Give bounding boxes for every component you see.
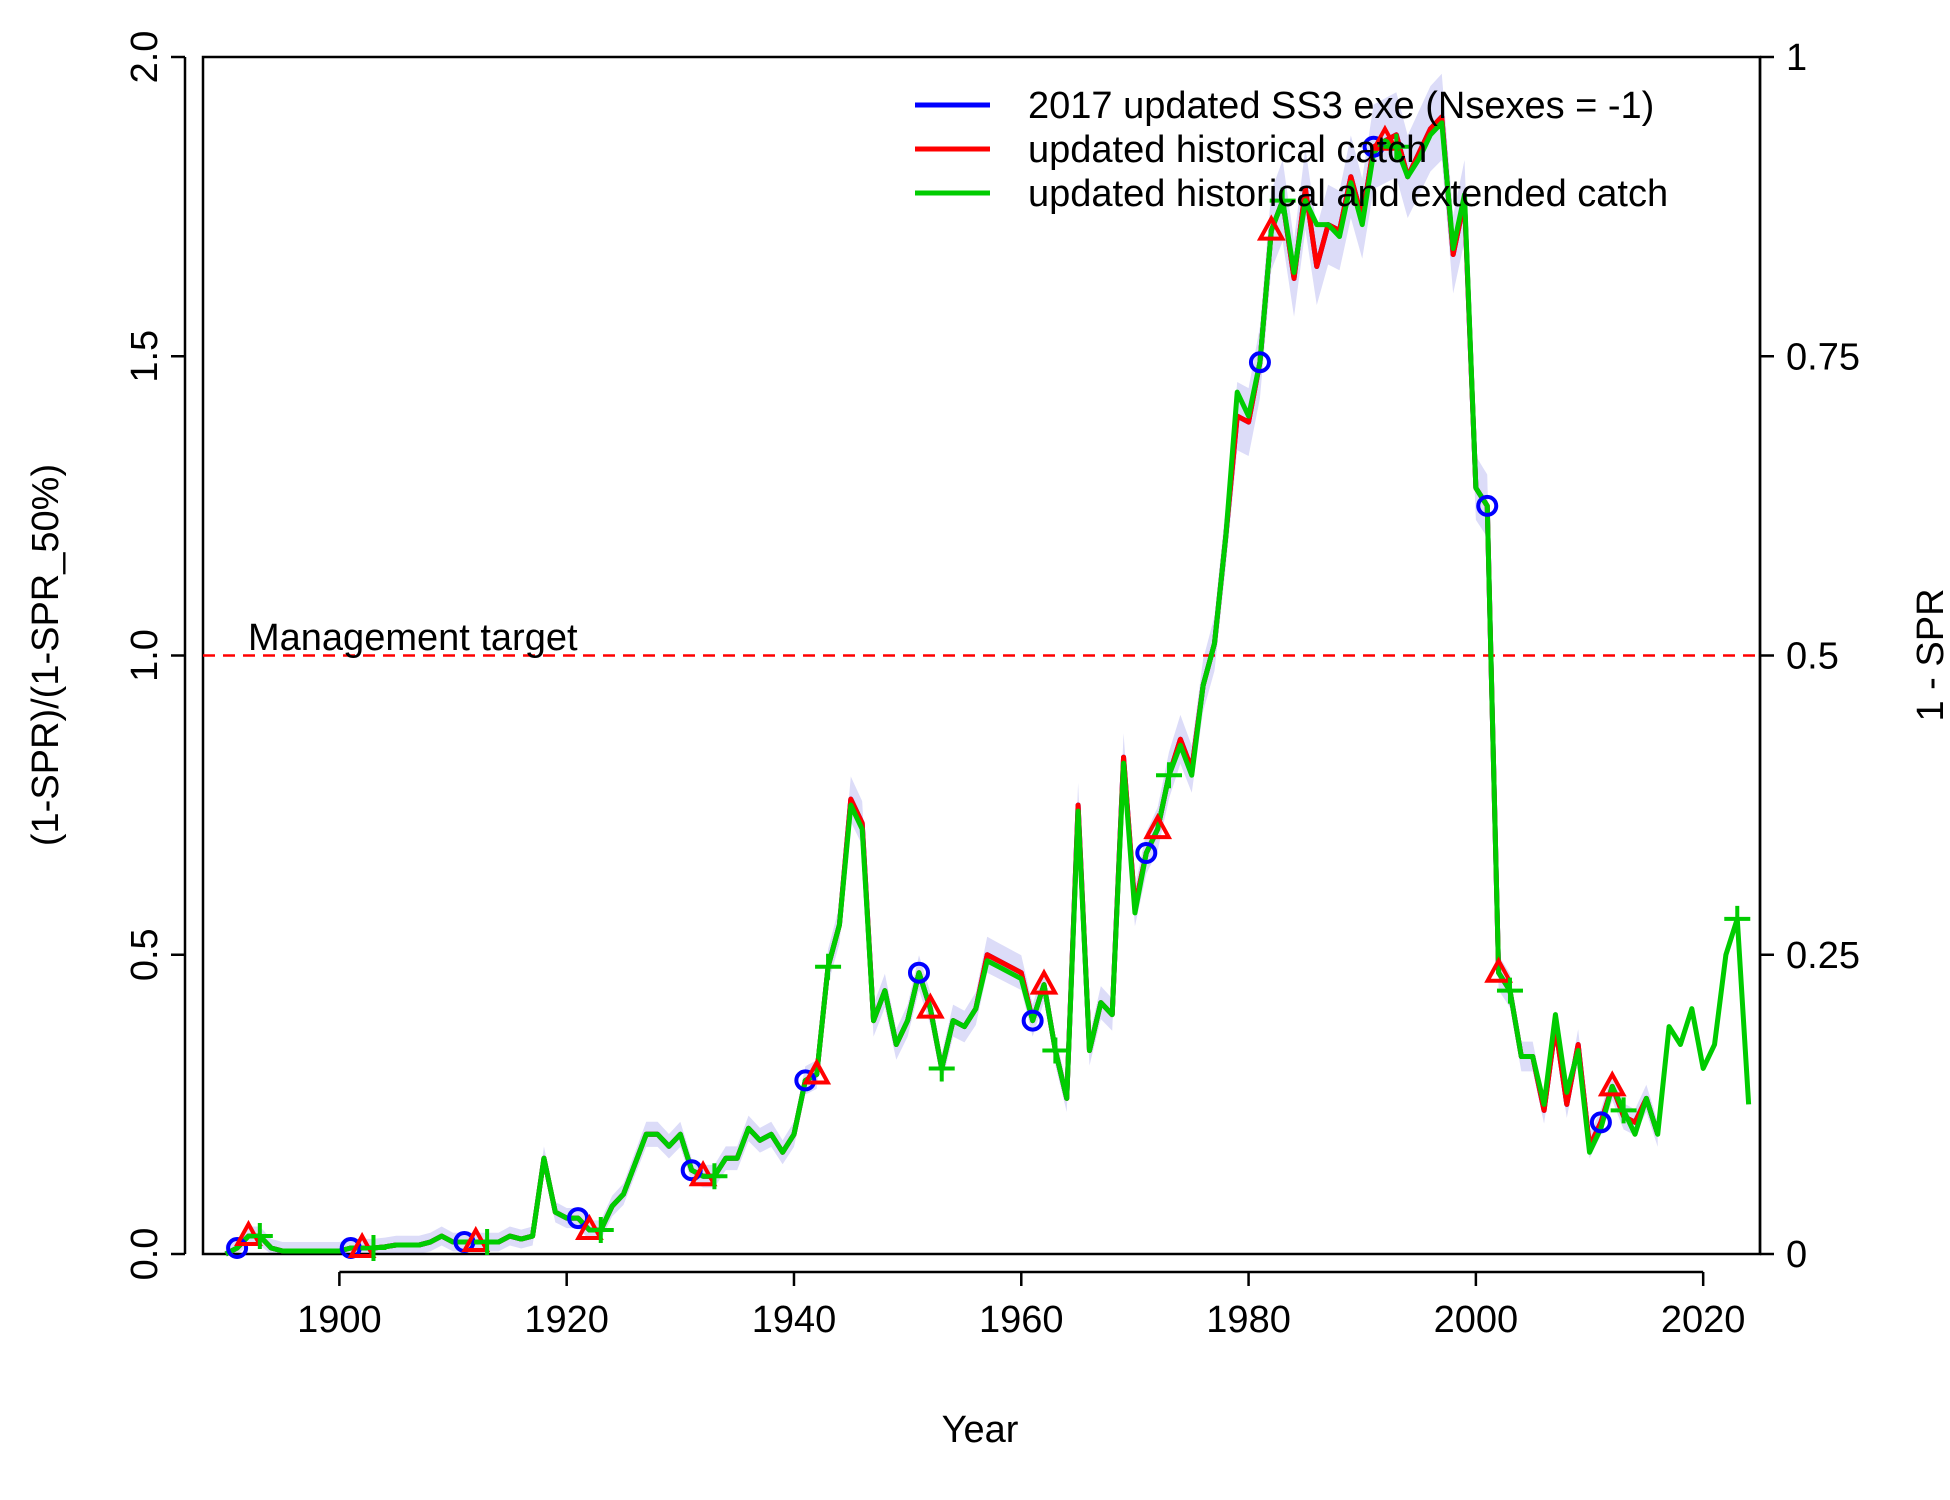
series-2-marker (915, 992, 945, 1019)
series-3-marker (587, 1217, 614, 1244)
series-3-marker (474, 1229, 501, 1256)
x-axis: 1900 1920 1940 1960 1980 2000 2020 (297, 1270, 1746, 1341)
series-3-marker (360, 1235, 387, 1262)
series-1-marker (1248, 351, 1271, 374)
series-line-3 (224, 120, 1752, 1257)
x-tick-label: 1980 (1206, 1299, 1291, 1341)
series-1-marker (567, 1207, 590, 1230)
series-2-marker (1256, 214, 1286, 241)
series-2-marker (1597, 1070, 1627, 1097)
y-tick-label: 1.5 (124, 330, 166, 383)
y-tick-label: 0.5 (124, 928, 166, 981)
y-tick-label: 1.0 (124, 629, 166, 682)
y2-tick-label: 0.5 (1786, 636, 1839, 678)
series-line-2 (224, 114, 1661, 1257)
series-3-marker (246, 1223, 273, 1250)
legend-label-3: updated historical and extended catch (1028, 173, 1668, 215)
series-2-marker (1484, 956, 1513, 983)
x-axis-title: Year (942, 1409, 1019, 1451)
series-markers (226, 124, 1751, 1262)
series-1-marker (1589, 1111, 1612, 1134)
series-1-marker (1021, 1009, 1044, 1032)
series-1-marker (794, 1069, 817, 1092)
y2-tick-label: 0 (1786, 1234, 1807, 1276)
series-2-marker (1370, 124, 1400, 151)
y-axis-right: 0 0.25 0.5 0.75 1 (1758, 37, 1860, 1276)
series-1-marker (226, 1237, 249, 1260)
y-axis-right-title: 1 - SPR (1910, 588, 1950, 721)
series-3-marker (1724, 905, 1751, 932)
series-3-marker (1269, 187, 1296, 214)
series-3-marker (701, 1163, 728, 1190)
y2-tick-label: 0.75 (1786, 336, 1860, 378)
series-3-marker (1610, 1097, 1637, 1124)
series-2-marker (802, 1058, 832, 1085)
series-3-marker (1496, 977, 1523, 1004)
management-target-label: Management target (248, 617, 578, 659)
x-tick-label: 1960 (979, 1299, 1064, 1341)
legend-label-1: 2017 updated SS3 exe (Nsexes = -1) (1028, 85, 1654, 127)
series-line-1 (224, 114, 1661, 1257)
y2-tick-label: 0.25 (1786, 935, 1860, 977)
y2-tick-label: 1 (1786, 37, 1807, 79)
series-2-marker (1029, 968, 1059, 995)
x-tick-label: 2020 (1661, 1299, 1746, 1341)
y-tick-label: 2.0 (124, 31, 166, 84)
y-axis-left: 0.0 0.5 1.0 1.5 2.0 (124, 31, 187, 1281)
series-1-marker (1476, 494, 1499, 517)
series-lines (224, 114, 1752, 1257)
series-3-marker (1042, 1037, 1069, 1064)
series-3-marker (815, 953, 842, 980)
series-1-marker (907, 961, 930, 984)
series-1-marker (1135, 842, 1158, 865)
series-3-marker (1383, 133, 1410, 160)
x-tick-label: 2000 (1434, 1299, 1519, 1341)
series-2-marker (1143, 812, 1173, 840)
series-1-marker (1362, 135, 1385, 158)
legend: 2017 updated SS3 exe (Nsexes = -1)update… (915, 85, 1668, 215)
series-3-marker (1156, 762, 1183, 789)
y-axis-left-title: (1-SPR)/(1-SPR_50%) (25, 464, 67, 846)
x-tick-label: 1940 (752, 1299, 837, 1341)
legend-label-2: updated historical catch (1028, 129, 1427, 171)
x-tick-label: 1900 (297, 1299, 382, 1341)
x-tick-label: 1920 (524, 1299, 609, 1341)
y-tick-label: 0.0 (124, 1228, 166, 1281)
series-3-marker (928, 1055, 955, 1082)
